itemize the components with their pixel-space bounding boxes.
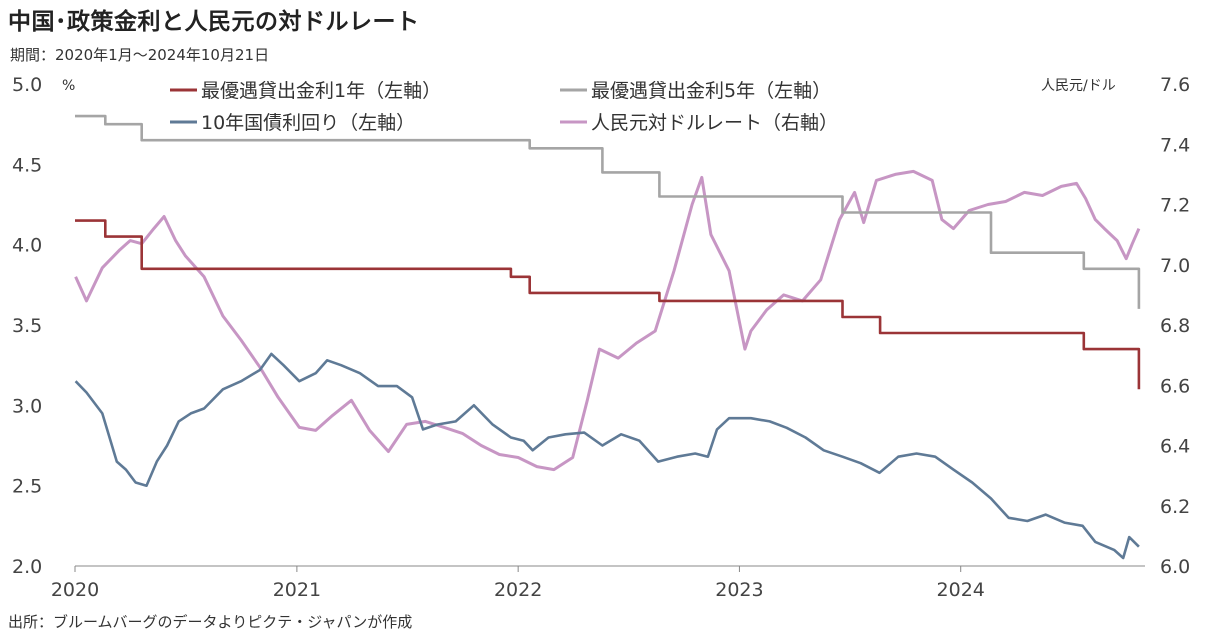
series-line-lpr1y xyxy=(75,219,1141,390)
chart-series xyxy=(74,114,1141,560)
legend-label-lpr5y: 最優遇貸出金利5年（左軸） xyxy=(591,80,831,102)
x-tick-label: 2023 xyxy=(715,579,763,601)
chart-subtitle: 期間：2020年1月～2024年10月21日 xyxy=(10,46,270,64)
y-right-tick-label: 7.4 xyxy=(1160,134,1190,156)
y-left-tick-label: 2.0 xyxy=(12,556,42,578)
series-line-lpr5y xyxy=(75,114,1141,309)
y-right-tick-label: 7.2 xyxy=(1160,195,1190,217)
y-left-tick-label: 5.0 xyxy=(12,74,42,96)
y-left-tick-label: 4.0 xyxy=(12,235,42,257)
y-right-tick-label: 6.4 xyxy=(1160,436,1190,458)
chart-axes: 2.0 2.5 3.0 3.5 4.0 4.5 5.0 % 6.0 6.2 6.4 6.6 6.8 7.0… xyxy=(12,74,1190,601)
x-tick-label: 2022 xyxy=(494,579,542,601)
y-right-tick-label: 7.0 xyxy=(1160,255,1190,277)
series-line-cgb10y xyxy=(74,352,1140,560)
y-left-tick-label: 3.5 xyxy=(12,315,42,337)
source-note: 出所：ブルームバーグのデータよりピクテ・ジャパンが作成 xyxy=(8,613,413,631)
y-right-tick-label: 6.6 xyxy=(1160,375,1190,397)
x-tick-label: 2024 xyxy=(937,579,985,601)
x-tick-label: 2021 xyxy=(273,579,321,601)
series-line-usdcny xyxy=(74,169,1141,472)
y-left-tick-label: 2.5 xyxy=(12,476,42,498)
x-tick-label: 2020 xyxy=(51,579,99,601)
legend-label-lpr1y: 最優遇貸出金利1年（左軸） xyxy=(201,80,441,102)
chart-title: 中国･政策金利と人民元の対ドルレート xyxy=(8,9,420,35)
legend-label-cgb10y: 10年国債利回り（左軸） xyxy=(201,112,415,134)
y-right-tick-label: 6.0 xyxy=(1160,556,1190,578)
y-right-tick-label: 6.8 xyxy=(1160,315,1190,337)
chart-legend: 最優遇貸出金利1年（左軸） 最優遇貸出金利5年（左軸） 10年国債利回り（左軸） 人民… xyxy=(170,80,838,134)
y-right-unit: 人民元/ドル xyxy=(1041,78,1116,94)
y-left-tick-label: 4.5 xyxy=(12,154,42,176)
y-right-tick-label: 7.6 xyxy=(1160,74,1190,96)
legend-label-usdcny: 人民元対ドルレート（右軸） xyxy=(591,112,838,134)
y-left-tick-label: 3.0 xyxy=(12,395,42,417)
y-right-tick-label: 6.2 xyxy=(1160,496,1190,518)
y-left-unit: % xyxy=(62,78,75,94)
